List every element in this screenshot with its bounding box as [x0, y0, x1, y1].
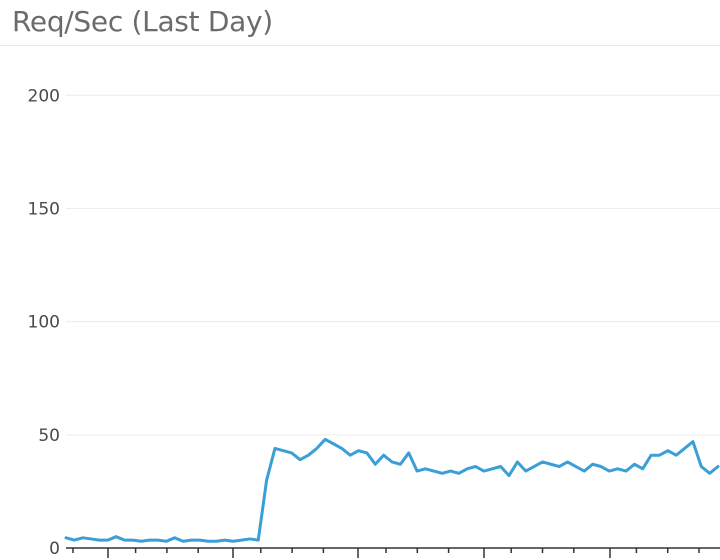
y-tick-label-100: 100 — [28, 313, 60, 333]
grid-lines — [66, 94, 720, 436]
y-tick-label-50: 50 — [38, 426, 60, 446]
series-layer — [64, 437, 720, 543]
y-axis-tick-labels: 0 50 100 150 200 — [28, 86, 60, 559]
x-axis — [66, 547, 720, 558]
panel-title: Req/Sec (Last Day) — [12, 5, 273, 38]
y-tick-label-200: 200 — [28, 86, 60, 106]
series-line-0 — [64, 437, 720, 543]
y-tick-label-150: 150 — [28, 199, 60, 219]
panel-header: Req/Sec (Last Day) — [0, 0, 720, 46]
y-tick-label-0: 0 — [49, 539, 60, 559]
